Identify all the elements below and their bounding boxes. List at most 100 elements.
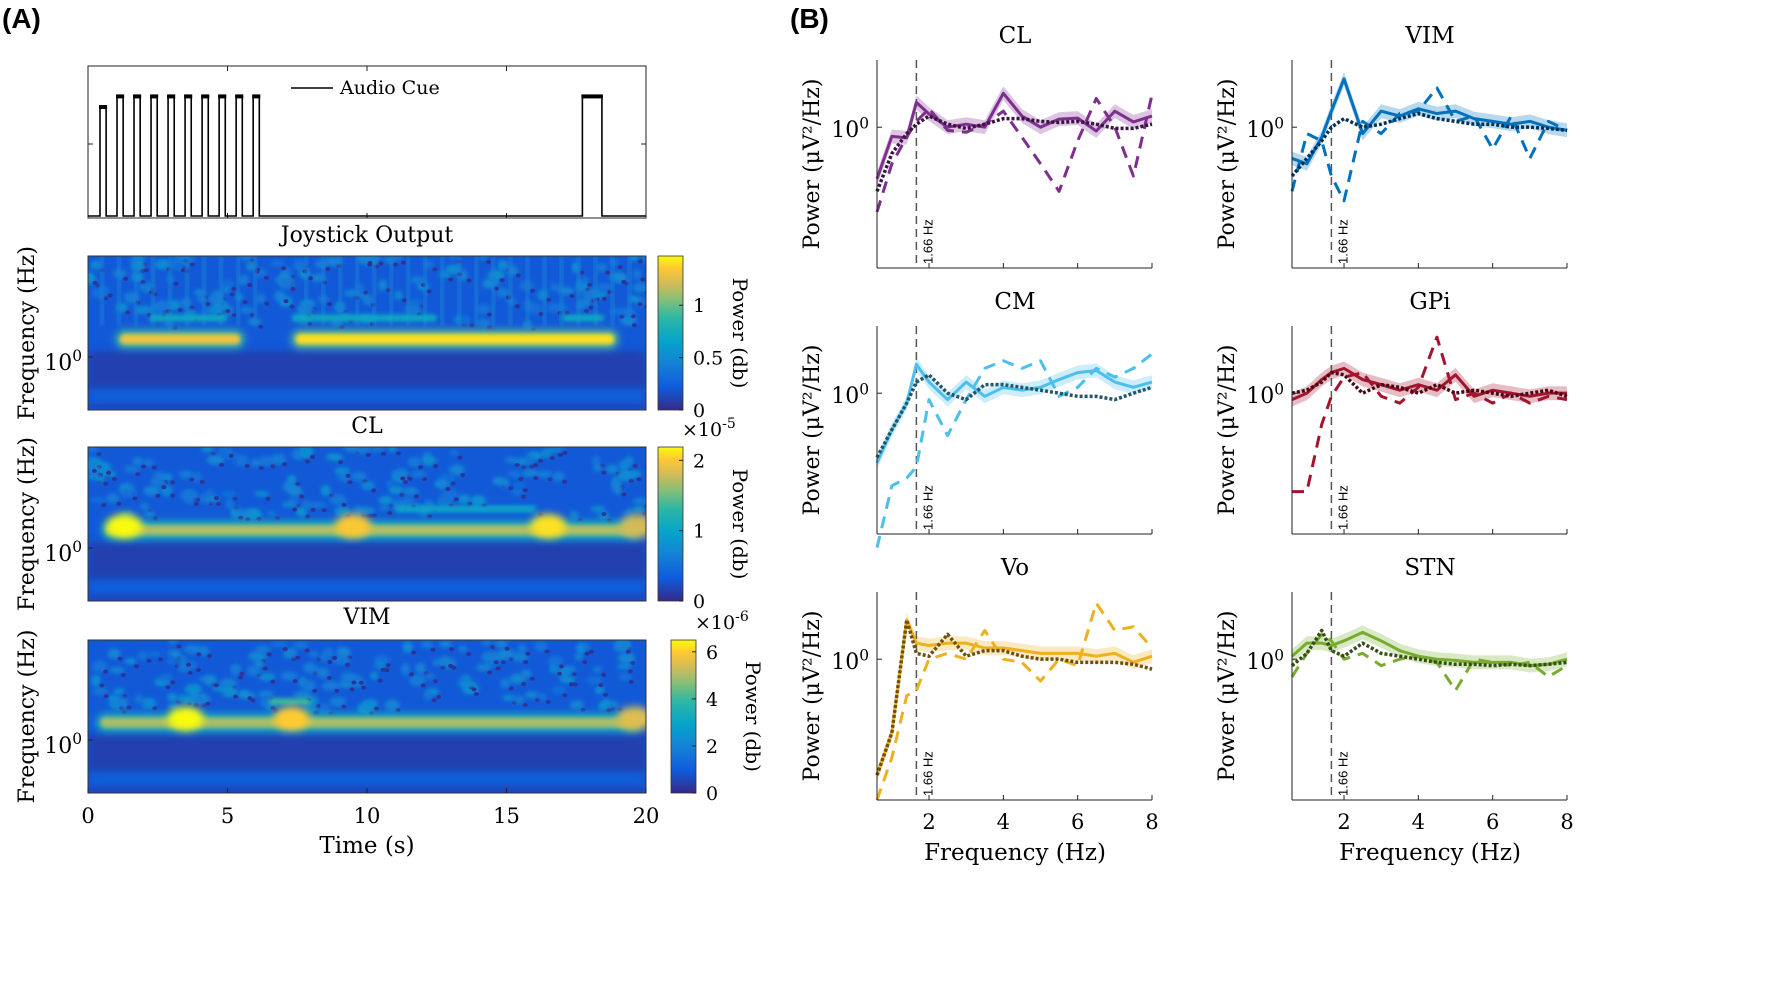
series-dotted [1291,370,1568,399]
heatmap-texture [309,455,315,460]
heatmap-texture [264,301,270,306]
heatmap-texture [593,464,603,472]
heatmap-texture [302,703,318,713]
heatmap-texture [395,708,401,713]
data-point [906,477,908,479]
series-solid [875,362,1153,464]
tick-base: 10 [1246,118,1274,143]
heatmap-texture [343,289,359,297]
heatmap-texture [320,484,331,497]
heatmap-harmonic-band [269,698,312,706]
heatmap-texture [206,454,225,465]
heatmap-texture [521,669,532,678]
data-point [1151,123,1153,125]
heatmap-texture [506,265,519,276]
data-point [1436,118,1438,120]
heatmap-texture [146,658,152,663]
data-point [984,630,986,632]
heatmap-texture [588,649,594,654]
heatmap-texture [250,459,261,467]
heatmap-texture [194,289,206,296]
heatmap-texture [508,686,514,691]
heatmap-texture [521,469,538,477]
heatmap-texture [213,683,219,688]
heatmap-texture [151,465,157,470]
heatmap-texture [172,651,181,659]
heatmap-texture [148,651,161,658]
heatmap-texture [213,496,219,501]
heatmap-texture [309,501,328,509]
heatmap-texture [371,488,377,493]
heatmap-texture [318,651,329,663]
data-point [1566,396,1568,398]
data-point [1548,389,1550,391]
y-tick-label: 100 [1246,380,1284,409]
data-point [1151,353,1153,355]
heatmap-low-band [88,771,646,787]
heatmap-texture [558,452,564,457]
heatmap-texture [569,294,575,299]
data-point [1095,130,1097,132]
data-point [1114,662,1116,664]
heatmap-texture [486,259,492,264]
heatmap-texture [608,258,621,266]
heatmap-texture [258,324,264,329]
heatmap-texture [206,489,215,498]
heatmap-texture [537,289,549,301]
heatmap-texture [380,667,386,672]
heatmap-texture [136,260,145,271]
heatmap-streak [134,256,138,326]
heatmap-texture [289,304,295,309]
heatmap-texture [522,488,528,493]
heatmap-texture [511,652,529,662]
heatmap-texture [326,675,332,680]
heatmap-texture [523,659,529,664]
heatmap-texture [228,453,234,458]
data-point [928,374,930,376]
data-point [1455,690,1457,692]
data-point [1077,121,1079,123]
heatmap-texture [193,501,199,506]
heatmap-harmonic-band [291,314,437,322]
heatmap-texture [590,505,606,513]
data-point [1566,662,1568,664]
data-point [1436,389,1438,391]
data-point [891,136,893,138]
heatmap-streak [185,256,189,326]
heatmap-texture [266,652,272,657]
series-dotted [875,114,1153,193]
heatmap-texture [621,280,627,285]
data-point [1077,665,1079,667]
data-point [1306,389,1308,391]
heatmap-texture [123,465,141,474]
heatmap-texture [355,507,374,515]
heatmap-texture [204,675,217,686]
heatmap-texture [460,315,471,326]
heatmap-texture [239,306,255,314]
heatmap-texture [423,689,433,701]
psd-plot-psd-stn: STN 1.66 Hz 100 2 4 6 8 Frequency (Hz) Power (μV… [1215,555,1574,866]
data-point [1021,368,1023,370]
heatmap-texture [587,282,593,287]
heatmap-texture [493,286,499,291]
heatmap-texture [116,501,122,506]
heatmap-texture [579,297,591,308]
data-point [1058,118,1060,120]
heatmap-texture [134,694,144,704]
heatmap-band [105,525,637,536]
heatmap-texture [246,262,256,271]
data-point [1380,396,1382,398]
heatmap-texture [361,685,367,690]
heatmap-texture [155,300,170,313]
y-axis-label: Frequency (Hz) [15,246,40,420]
heatmap-texture [334,505,351,517]
heatmap-texture [628,295,640,303]
pulse-cap [218,94,227,99]
data-point [1040,387,1042,389]
tick-exponent: 0 [72,730,82,748]
data-point [984,384,986,386]
data-point [1306,158,1308,160]
data-point [1510,126,1512,128]
heatmap-texture [362,294,373,306]
